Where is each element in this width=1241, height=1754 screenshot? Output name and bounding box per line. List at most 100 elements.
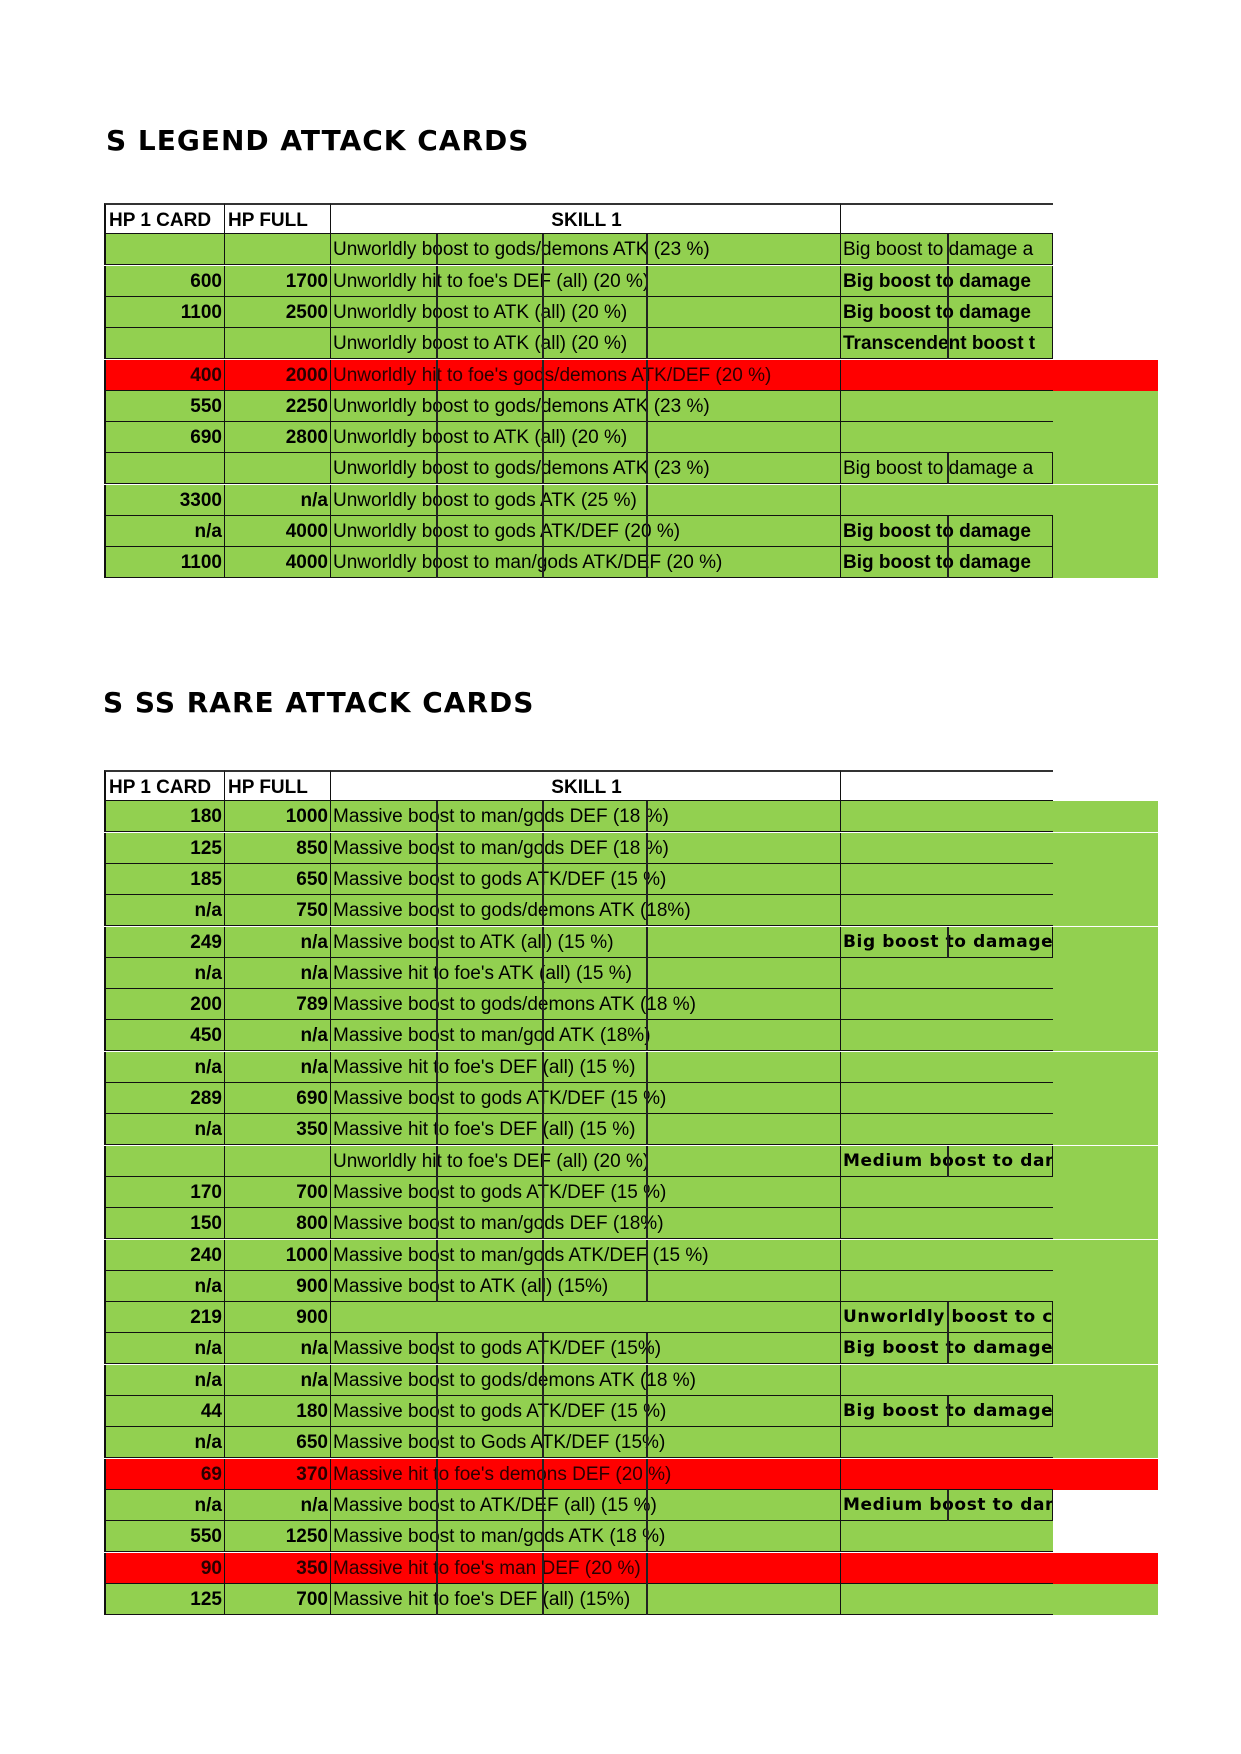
row-color-extension xyxy=(1053,453,1158,485)
hp-full-cell xyxy=(225,1145,331,1177)
skill-2-cell xyxy=(841,1521,1053,1553)
table-row: 3300 n/a Unworldly boost to gods ATK (25 %… xyxy=(104,484,1158,516)
cell-gridline xyxy=(542,1270,544,1302)
section-title-ss-rare: S SS RARE ATTACK CARDS xyxy=(103,686,535,719)
skill-1-cell: Massive boost to gods ATK/DEF (15 %) xyxy=(331,1396,841,1427)
row-color-extension xyxy=(1053,1176,1158,1208)
hp-full-cell: 350 xyxy=(225,1114,331,1146)
cell-gridline xyxy=(436,1552,438,1584)
hp-1-card-cell xyxy=(104,1145,225,1177)
hp-full-cell: 1700 xyxy=(225,265,331,297)
skill-2-cell xyxy=(841,832,1053,864)
skill-2-cell xyxy=(841,1020,1053,1052)
cell-gridline xyxy=(646,1208,648,1240)
cell-gridline xyxy=(542,422,544,454)
skill-1-cell xyxy=(331,1302,841,1334)
hp-full-cell: 700 xyxy=(225,1176,331,1208)
cell-gridline xyxy=(542,1020,544,1052)
skill-1-cell: Unworldly boost to gods/demons ATK (23 %… xyxy=(331,453,841,485)
skill-2-cell xyxy=(841,484,1053,516)
cell-gridline xyxy=(947,547,949,579)
cell-gridline xyxy=(542,801,544,833)
cell-gridline xyxy=(436,957,438,989)
row-color-extension xyxy=(1053,422,1158,454)
cell-gridline xyxy=(436,1020,438,1052)
table-row: 200 789 Massive boost to gods/demons ATK (… xyxy=(104,989,1158,1021)
hp-full-cell: 650 xyxy=(225,1427,331,1459)
hp-1-card-cell: n/a xyxy=(104,1489,225,1521)
skill-1-cell: Massive hit to foe's ATK (all) (15 %) xyxy=(331,957,841,989)
skill-2-cell xyxy=(841,359,1053,391)
cell-gridline xyxy=(436,1051,438,1083)
hp-1-card-cell: 219 xyxy=(104,1302,225,1334)
cell-gridline xyxy=(542,1521,544,1553)
skill-2-cell xyxy=(841,390,1053,422)
row-color-extension xyxy=(1053,390,1158,422)
table-row: 1100 2500 Unworldly boost to ATK (all) (20… xyxy=(104,296,1158,328)
hp-1-card-cell: 69 xyxy=(104,1458,225,1490)
cell-gridline xyxy=(542,1427,544,1459)
table-row: 125 850 Massive boost to man/gods DEF (18 … xyxy=(104,832,1158,864)
row-color-extension xyxy=(1053,1020,1158,1052)
cell-gridline xyxy=(646,1364,648,1396)
hp-1-card-cell: n/a xyxy=(104,1051,225,1083)
cell-gridline xyxy=(646,801,648,833)
row-color-extension xyxy=(1053,1552,1158,1584)
cell-gridline xyxy=(646,359,648,391)
hp-full-cell: 2250 xyxy=(225,390,331,422)
skill-1-cell: Unworldly boost to man/gods ATK/DEF (20 … xyxy=(331,547,841,579)
cell-gridline xyxy=(646,1176,648,1208)
cell-gridline xyxy=(646,265,648,297)
skill-2-cell: Big boost to damage a xyxy=(841,234,1053,266)
table-row: 550 2250 Unworldly boost to gods/demons AT… xyxy=(104,390,1158,422)
row-color-extension xyxy=(1053,1458,1158,1490)
skill-2-cell xyxy=(841,1176,1053,1208)
table-row: 249 n/a Massive boost to ATK (all) (15 %) B… xyxy=(104,926,1158,958)
cell-gridline xyxy=(542,359,544,391)
hp-full-cell: 1000 xyxy=(225,801,331,833)
cell-gridline xyxy=(436,1145,438,1177)
hp-full-cell xyxy=(225,453,331,485)
skill-1-cell: Unworldly boost to ATK (all) (20 %) xyxy=(331,328,841,360)
skill-1-cell: Massive hit to foe's DEF (all) (15%) xyxy=(331,1583,841,1615)
cell-gridline xyxy=(436,234,438,266)
cell-gridline xyxy=(542,1583,544,1615)
hp-full-cell: 800 xyxy=(225,1208,331,1240)
header-hp-full: HP FULL xyxy=(225,770,331,801)
row-color-extension xyxy=(1053,1427,1158,1459)
row-color-extension xyxy=(1053,1239,1158,1271)
hp-1-card-cell: 3300 xyxy=(104,484,225,516)
skill-2-cell xyxy=(841,1427,1053,1459)
hp-full-cell: 789 xyxy=(225,989,331,1021)
table-row: n/a 900 Massive boost to ATK (all) (15%) xyxy=(104,1270,1158,1302)
cell-gridline xyxy=(436,1521,438,1553)
cell-gridline xyxy=(542,1396,544,1427)
hp-full-cell: n/a xyxy=(225,484,331,516)
cell-gridline xyxy=(542,1114,544,1146)
skill-2-cell xyxy=(841,895,1053,927)
cell-gridline xyxy=(947,1489,949,1521)
cell-gridline xyxy=(436,547,438,579)
row-color-extension xyxy=(1053,957,1158,989)
skill-2-cell xyxy=(841,422,1053,454)
table-row: 550 1250 Massive boost to man/gods ATK (18… xyxy=(104,1521,1158,1553)
hp-full-cell: 750 xyxy=(225,895,331,927)
table-row: n/a n/a Massive boost to ATK/DEF (all) (15… xyxy=(104,1489,1158,1521)
skill-2-cell xyxy=(841,1051,1053,1083)
table-row: 289 690 Massive boost to gods ATK/DEF (15 … xyxy=(104,1083,1158,1114)
row-color-extension xyxy=(1053,484,1158,516)
cell-gridline xyxy=(646,1051,648,1083)
hp-full-cell: n/a xyxy=(225,957,331,989)
cell-gridline xyxy=(542,234,544,266)
skill-2-cell xyxy=(841,1552,1053,1584)
table-row: n/a 350 Massive hit to foe's DEF (all) (15… xyxy=(104,1114,1158,1146)
hp-full-cell: n/a xyxy=(225,1020,331,1052)
row-color-extension xyxy=(1053,1083,1158,1114)
skill-2-cell xyxy=(841,957,1053,989)
cell-gridline xyxy=(542,1145,544,1177)
table-row: n/a 650 Massive boost to Gods ATK/DEF (15%… xyxy=(104,1427,1158,1459)
row-color-extension xyxy=(1053,516,1158,547)
cell-gridline xyxy=(542,832,544,864)
hp-1-card-cell xyxy=(104,453,225,485)
row-color-extension xyxy=(1053,1145,1158,1177)
